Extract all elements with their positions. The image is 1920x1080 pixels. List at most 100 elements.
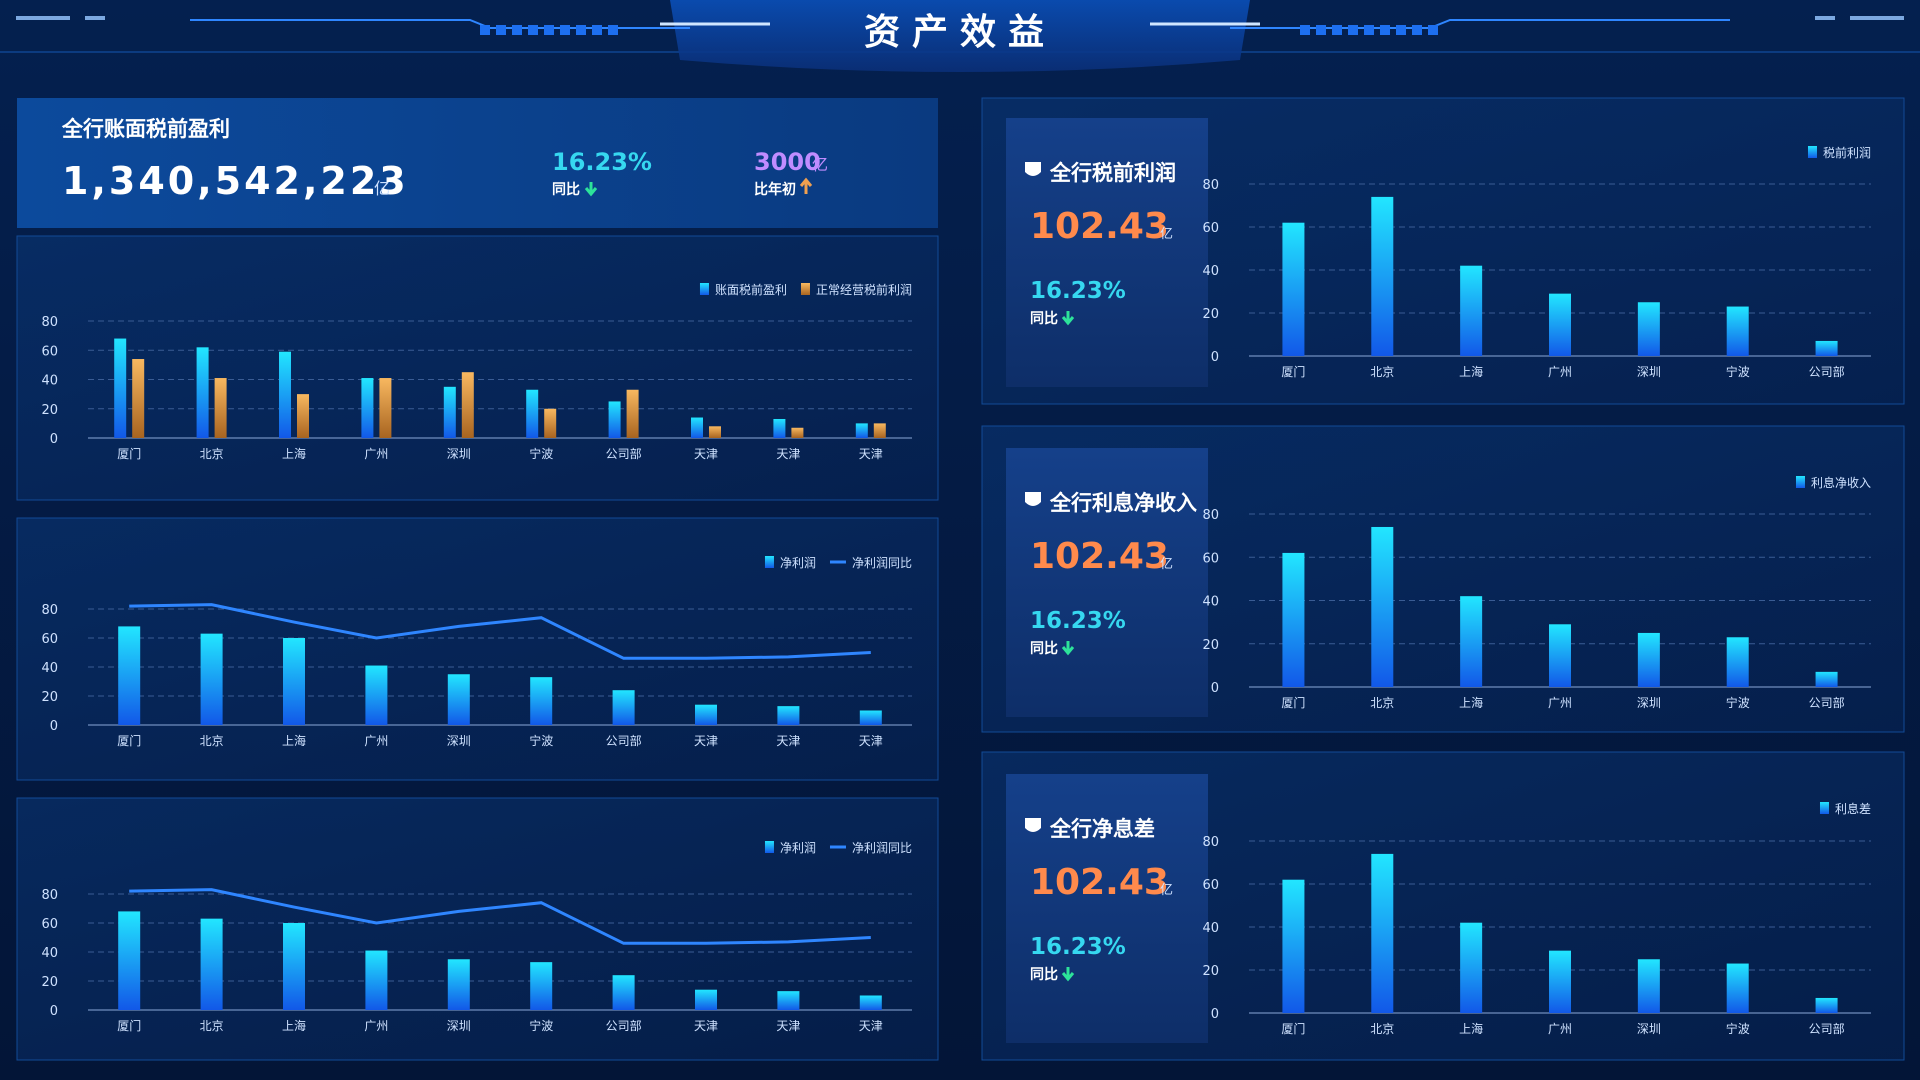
legend-label: 净利润同比 (852, 841, 912, 855)
header-title: 资产效益 (864, 12, 1056, 53)
y-tick-label: 20 (1202, 638, 1219, 653)
y-tick-label: 20 (41, 690, 58, 705)
bar (1282, 552, 1305, 687)
header (0, 0, 1920, 72)
y-tick-label: 0 (1211, 350, 1219, 365)
bar (544, 408, 557, 438)
bar (530, 677, 553, 725)
x-tick-label: 上海 (1459, 695, 1483, 710)
line-series (129, 888, 871, 945)
chart-panel (16, 235, 939, 501)
x-tick-label: 北京 (200, 1019, 224, 1033)
card (1006, 448, 1208, 717)
x-tick-label: 宁波 (529, 446, 553, 461)
card-value: 102.43 (1030, 862, 1169, 903)
x-tick-label: 深圳 (447, 447, 471, 461)
bar (1726, 637, 1749, 687)
y-tick-label: 80 (1202, 508, 1219, 523)
down-arrow (1061, 311, 1075, 326)
bar (1549, 293, 1571, 356)
bar (612, 975, 635, 1010)
bar (873, 423, 886, 438)
card-change-label: 同比 (1030, 966, 1058, 983)
bar (447, 959, 470, 1010)
card-title: 全行利息净收入 (1049, 491, 1197, 515)
legend-label: 净利润 (780, 556, 816, 570)
y-tick-label: 40 (41, 946, 58, 961)
legend-label: 利息差 (1835, 801, 1871, 816)
x-tick-label: 深圳 (1637, 1022, 1661, 1036)
bar (1637, 632, 1660, 687)
x-tick-label: 公司部 (1809, 695, 1845, 710)
x-tick-label: 天津 (859, 447, 883, 461)
x-tick-label: 上海 (282, 1018, 306, 1033)
x-tick-label: 广州 (1548, 1022, 1572, 1036)
bar (1460, 922, 1483, 1013)
legend-label: 账面税前盈利 (715, 282, 787, 297)
bar (461, 372, 474, 438)
x-tick-label: 北京 (1370, 1022, 1394, 1036)
bar (1282, 879, 1305, 1013)
x-tick-label: 天津 (776, 447, 800, 461)
legend-label: 税前利润 (1823, 145, 1871, 160)
bar (365, 950, 388, 1010)
bar (1371, 196, 1394, 356)
x-tick-label: 宁波 (529, 1018, 553, 1033)
legend-swatch (1819, 802, 1829, 814)
bar (1726, 963, 1749, 1013)
x-tick-label: 广州 (1548, 696, 1572, 710)
kpi-delta-unit: 亿 (812, 155, 828, 174)
bar (283, 923, 305, 1010)
x-tick-label: 厦门 (1281, 695, 1305, 710)
bar (361, 378, 374, 438)
bar (1637, 959, 1660, 1013)
x-tick-label: 公司部 (606, 1018, 642, 1033)
bar (1815, 671, 1838, 687)
bar (279, 351, 291, 438)
card-change-label: 同比 (1030, 310, 1058, 327)
kpi-unit: 亿 (374, 179, 390, 198)
x-tick-label: 公司部 (1809, 364, 1845, 379)
card-value: 102.43 (1030, 206, 1169, 247)
y-tick-label: 80 (1202, 835, 1219, 850)
x-tick-label: 广州 (364, 447, 388, 461)
bar (691, 417, 703, 438)
legend-swatch (800, 283, 810, 295)
x-tick-label: 天津 (859, 1019, 883, 1033)
x-tick-label: 公司部 (1809, 1021, 1845, 1036)
x-tick-label: 宁波 (1726, 364, 1750, 379)
y-tick-label: 60 (41, 344, 58, 359)
card (1006, 774, 1208, 1043)
card-change: 16.23% (1030, 278, 1126, 304)
x-tick-label: 深圳 (447, 734, 471, 748)
x-tick-label: 深圳 (1637, 696, 1661, 710)
x-tick-label: 北京 (200, 447, 224, 461)
kpi-panel (17, 98, 938, 228)
y-tick-label: 60 (1202, 878, 1219, 893)
card-icon (1025, 492, 1041, 506)
bar (777, 991, 800, 1010)
bar (530, 962, 553, 1010)
y-tick-label: 0 (50, 432, 58, 447)
legend-swatch (1807, 146, 1817, 158)
y-tick-label: 20 (1202, 964, 1219, 979)
bar (365, 665, 388, 725)
y-tick-label: 20 (41, 975, 58, 990)
bar (608, 401, 621, 438)
x-tick-label: 天津 (859, 734, 883, 748)
y-tick-label: 40 (1202, 264, 1219, 279)
y-tick-label: 0 (50, 1004, 58, 1019)
x-tick-label: 天津 (776, 734, 800, 748)
x-tick-label: 广州 (364, 1019, 388, 1033)
x-tick-label: 上海 (282, 733, 306, 748)
card-unit: 亿 (1160, 557, 1173, 572)
bar (791, 427, 804, 438)
y-tick-label: 80 (41, 315, 58, 330)
x-tick-label: 厦门 (1281, 1021, 1305, 1036)
bar (1460, 265, 1483, 356)
bar (443, 386, 456, 438)
bar (1282, 222, 1305, 356)
x-tick-label: 上海 (282, 446, 306, 461)
bar (773, 418, 786, 438)
bar (695, 989, 717, 1010)
